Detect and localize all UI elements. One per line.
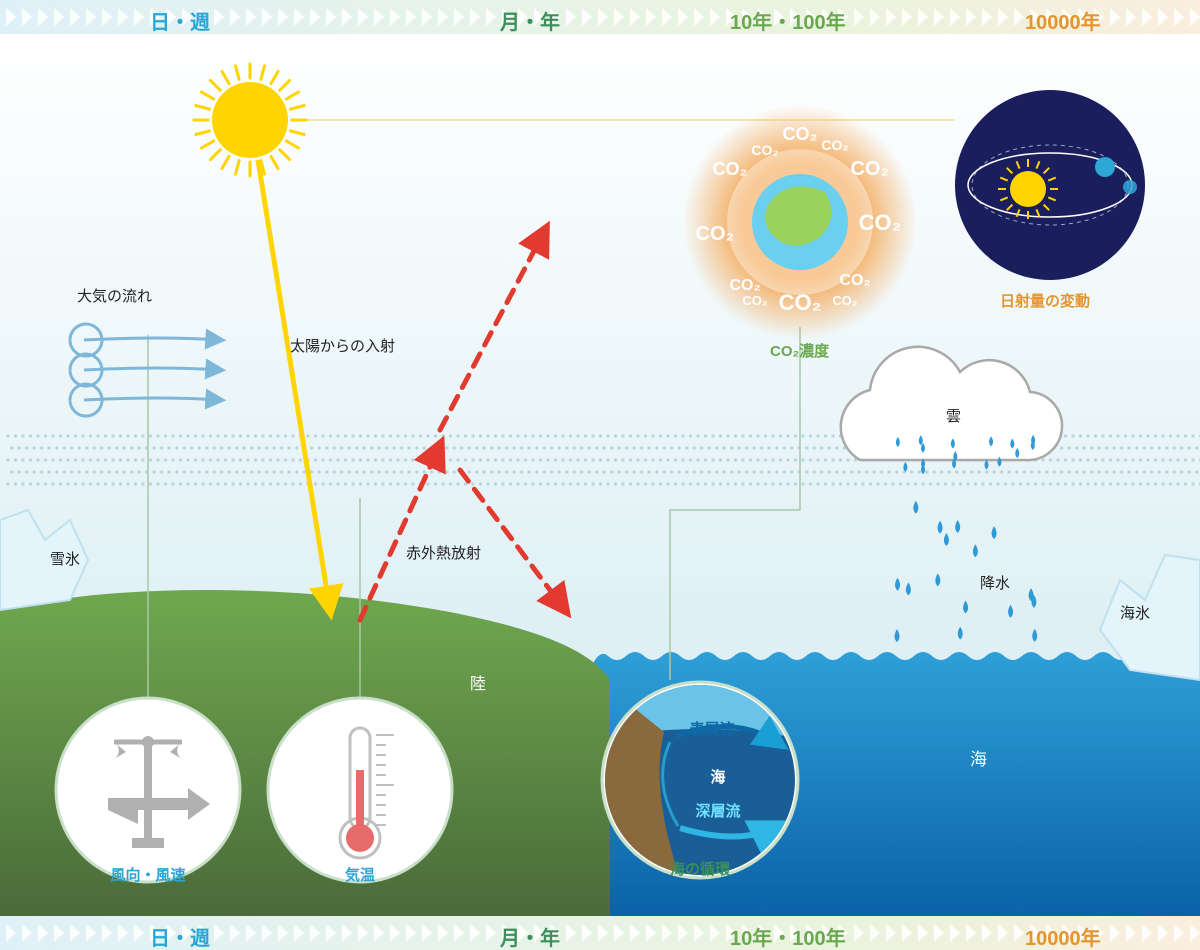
svg-text:CO₂: CO₂ xyxy=(729,277,760,294)
timescale-label: 月・年 xyxy=(500,922,560,950)
timescale-label: 10000年 xyxy=(1025,6,1101,35)
rain-label: 降水 xyxy=(980,572,1010,593)
timescale-label: 日・週 xyxy=(150,6,210,35)
svg-text:CO₂: CO₂ xyxy=(821,137,848,153)
svg-text:深層流: 深層流 xyxy=(695,802,740,820)
svg-text:CO₂: CO₂ xyxy=(839,272,870,289)
snow-ice-label: 雪氷 xyxy=(50,548,80,569)
svg-text:CO₂: CO₂ xyxy=(779,290,822,315)
land-label: 陸 xyxy=(470,670,486,694)
wind-circle-label: 風向・風速 xyxy=(110,864,185,885)
timescale-label: 10年・100年 xyxy=(730,6,846,35)
svg-text:表層流: 表層流 xyxy=(689,720,734,738)
timescale-label: 日・週 xyxy=(150,922,210,950)
temp-circle-label: 気温 xyxy=(345,864,375,885)
svg-text:CO₂: CO₂ xyxy=(742,293,768,308)
svg-text:海: 海 xyxy=(710,768,725,786)
sun-incidence-label: 太陽からの入射 xyxy=(290,335,395,356)
cloud-label: 雲 xyxy=(946,405,961,426)
svg-text:CO₂: CO₂ xyxy=(851,158,890,180)
infrared-label: 赤外熱放射 xyxy=(406,542,481,563)
atm-flow-label: 大気の流れ xyxy=(77,285,152,306)
insolation-label: 日射量の変動 xyxy=(1000,290,1090,311)
ocean-circle-label: 海の循環 xyxy=(670,858,730,879)
sea-label: 海 xyxy=(970,745,987,770)
svg-text:CO₂: CO₂ xyxy=(832,293,858,308)
svg-text:CO₂: CO₂ xyxy=(713,159,748,179)
sea-ice-label: 海氷 xyxy=(1120,602,1150,623)
svg-text:CO₂: CO₂ xyxy=(751,142,778,158)
timescale-label: 月・年 xyxy=(500,6,560,35)
timescale-label: 10年・100年 xyxy=(730,922,846,950)
timescale-label: 10000年 xyxy=(1025,922,1101,950)
svg-text:CO₂: CO₂ xyxy=(696,223,735,245)
svg-text:CO₂: CO₂ xyxy=(783,124,818,144)
co2-label: CO₂濃度 xyxy=(770,340,829,361)
svg-text:CO₂: CO₂ xyxy=(859,210,902,235)
